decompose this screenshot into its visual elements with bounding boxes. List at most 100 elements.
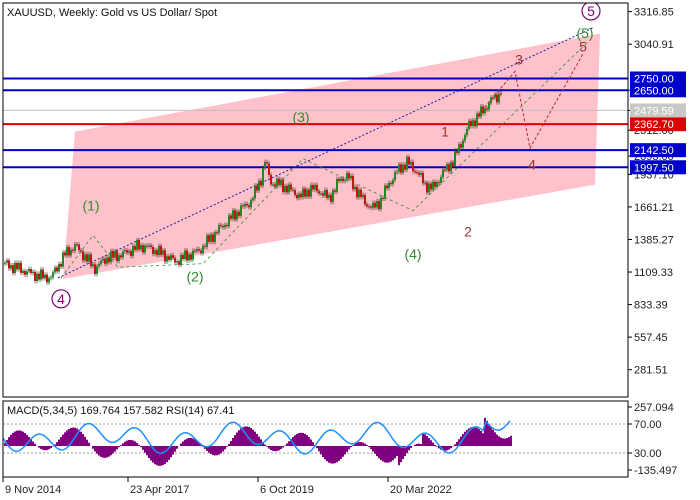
candle-body (350, 175, 352, 179)
candle-body (314, 184, 316, 190)
candle-body (70, 249, 72, 256)
candle-body (326, 189, 328, 198)
candle-body (384, 185, 386, 199)
candle-body (240, 205, 242, 216)
candle-body (198, 249, 200, 251)
price-tick-label: 557.45 (634, 332, 668, 344)
candle-body (454, 150, 456, 166)
candle-body (114, 251, 116, 258)
candle-body (262, 167, 264, 186)
candle-body (270, 174, 272, 185)
candle-body (250, 200, 252, 208)
wave-label: 1 (441, 123, 449, 139)
candle-body (436, 182, 438, 187)
candle-body (400, 164, 402, 173)
candle-body (14, 262, 16, 274)
candle-body (170, 255, 172, 260)
candle-body (458, 144, 460, 153)
candle-body (10, 265, 12, 269)
candle-body (252, 198, 254, 201)
candle-body (470, 120, 472, 127)
candle-body (74, 244, 76, 251)
candle-body (142, 245, 144, 253)
price-tick-label: 833.39 (634, 300, 668, 312)
candle-body (194, 250, 196, 252)
price-panel-frame (2, 2, 629, 398)
candle-body (104, 258, 106, 264)
level-label-box (630, 71, 686, 86)
candle-body (360, 189, 362, 198)
candle-body (54, 267, 56, 273)
candle-body (132, 246, 134, 257)
candle-body (348, 173, 350, 179)
candle-body (364, 194, 366, 205)
candle-body (144, 245, 146, 253)
candle-body (416, 172, 418, 174)
candle-body (124, 250, 126, 252)
candle-body (466, 128, 468, 136)
candle-body (282, 179, 284, 192)
candle-body (214, 232, 216, 243)
candle-body (152, 246, 154, 254)
candle-body (34, 271, 36, 281)
candle-body (292, 189, 294, 191)
candle-body (484, 108, 486, 114)
candle-body (342, 178, 344, 182)
candle-body (238, 211, 240, 216)
candle-body (162, 250, 164, 255)
candle-body (412, 161, 414, 172)
candle-body (268, 163, 270, 175)
wave-label: (4) (404, 246, 421, 262)
candle-body (84, 254, 86, 261)
price-tick-label: 1385.27 (634, 234, 674, 246)
candle-body (386, 185, 388, 189)
candle-body (100, 260, 102, 264)
candle-body (296, 194, 298, 199)
wave-label: 4 (528, 156, 536, 172)
price-tick-label: 1109.33 (634, 267, 673, 279)
candle-body (394, 172, 396, 181)
candle-body (406, 156, 408, 170)
candle-body (398, 164, 400, 172)
candle-body (298, 193, 300, 199)
candle-body (310, 184, 312, 197)
candle-body (244, 203, 246, 207)
candle-body (122, 251, 124, 258)
candle-body (330, 194, 332, 202)
time-tick-label: 20 Mar 2022 (390, 484, 452, 496)
candle-body (456, 150, 458, 153)
time-tick-label: 6 Oct 2019 (260, 484, 314, 496)
candle-body (176, 261, 178, 263)
candle-body (156, 250, 158, 256)
candle-body (98, 263, 100, 267)
candle-body (448, 164, 450, 172)
candle-body (294, 190, 296, 195)
candle-body (438, 182, 440, 184)
candle-body (186, 250, 188, 261)
candle-body (230, 215, 232, 219)
candle-body (494, 94, 496, 98)
candle-body (290, 184, 292, 190)
candle-body (300, 193, 302, 198)
level-label: 2142.50 (634, 145, 674, 157)
wave-label: 5 (579, 38, 587, 54)
candle-body (402, 164, 404, 173)
candle-body (392, 180, 394, 185)
candle-body (478, 113, 480, 117)
indicator-label: MACD(5,34,5) 169.764 157.582 RSI(14) 67.… (7, 405, 234, 417)
candle-body (130, 251, 132, 257)
candle-body (202, 245, 204, 254)
candle-body (190, 254, 192, 260)
candle-body (404, 164, 406, 170)
wave-label: 3 (515, 51, 523, 67)
candle-body (28, 268, 30, 272)
candle-body (322, 193, 324, 196)
candle-body (32, 271, 34, 273)
candle-body (488, 103, 490, 110)
candle-body (320, 193, 322, 195)
candle-body (126, 250, 128, 253)
candle-body (180, 254, 182, 265)
candle-body (120, 255, 122, 258)
candle-body (346, 173, 348, 180)
candle-body (426, 182, 428, 193)
